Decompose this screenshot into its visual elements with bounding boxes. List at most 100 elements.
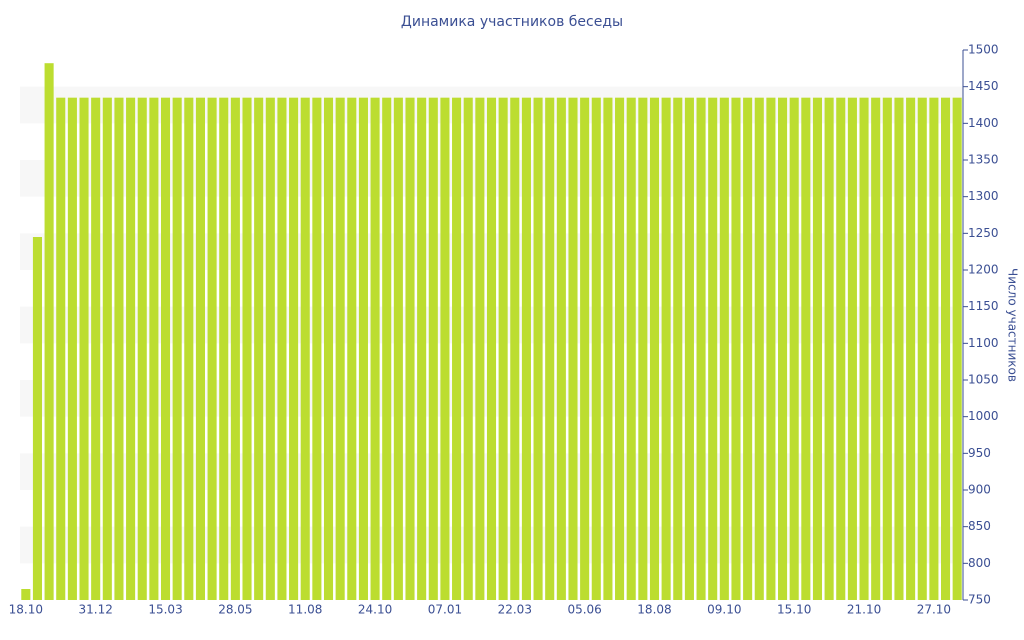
- y-tick-label: 1000: [968, 409, 999, 423]
- bar: [277, 97, 287, 601]
- bar: [673, 97, 683, 601]
- bar: [486, 97, 497, 601]
- bar: [102, 97, 112, 601]
- x-tick-label: 24.10: [358, 603, 392, 617]
- bar: [568, 97, 578, 601]
- y-tick-label: 900: [968, 483, 991, 497]
- bar: [242, 97, 252, 601]
- x-tick-label: 07.01: [428, 603, 462, 617]
- x-tick-label: 28.05: [218, 603, 252, 617]
- bar: [137, 97, 147, 601]
- bar: [533, 97, 543, 601]
- x-tick-label: 09.10: [707, 603, 741, 617]
- bar: [638, 97, 648, 601]
- x-tick-label: 15.10: [777, 603, 811, 617]
- bar: [812, 97, 823, 601]
- bar: [929, 97, 939, 601]
- y-tick-label: 800: [968, 556, 991, 570]
- bar: [847, 97, 857, 601]
- bar: [859, 97, 869, 601]
- bar: [824, 97, 834, 601]
- y-tick-label: 950: [968, 446, 991, 460]
- bar: [649, 97, 660, 601]
- bar: [417, 97, 427, 601]
- bar: [382, 97, 392, 601]
- bar: [172, 97, 182, 601]
- bar: [882, 97, 892, 601]
- bar: [184, 97, 194, 601]
- y-tick-label: 750: [968, 593, 991, 607]
- bar: [440, 97, 450, 601]
- y-tick-label: 1500: [968, 43, 999, 57]
- bar: [21, 589, 31, 600]
- bar: [149, 97, 159, 601]
- bar: [32, 237, 43, 600]
- x-tick-label: 21.10: [847, 603, 881, 617]
- bar: [731, 97, 741, 601]
- bar: [952, 97, 962, 601]
- bar: [452, 97, 462, 601]
- bar: [801, 97, 811, 601]
- bar: [778, 97, 788, 601]
- bar: [323, 97, 334, 601]
- bar: [160, 97, 171, 601]
- bar: [67, 97, 77, 601]
- bar: [335, 97, 345, 601]
- y-tick-label: 1400: [968, 116, 999, 130]
- bar: [475, 97, 485, 601]
- bar: [219, 97, 229, 601]
- bar: [766, 97, 776, 601]
- x-tick-label: 31.12: [78, 603, 112, 617]
- y-tick-label: 1300: [968, 189, 999, 203]
- bar: [719, 97, 729, 601]
- bar: [207, 97, 217, 601]
- bar: [661, 97, 671, 601]
- bar: [545, 97, 555, 601]
- x-tick-label: 05.06: [567, 603, 601, 617]
- x-tick-label: 11.08: [288, 603, 322, 617]
- bar: [615, 97, 625, 601]
- bar: [521, 97, 531, 601]
- bar: [370, 97, 380, 601]
- bar: [940, 97, 951, 601]
- bar: [754, 97, 764, 601]
- x-tick-label: 18.08: [637, 603, 671, 617]
- bar: [428, 97, 438, 601]
- x-tick-label: 22.03: [498, 603, 532, 617]
- y-tick-label: 1350: [968, 153, 999, 167]
- bar: [358, 97, 368, 601]
- x-tick-label: 27.10: [917, 603, 951, 617]
- bar: [626, 97, 636, 601]
- y-tick-label: 1100: [968, 336, 999, 350]
- bar: [195, 97, 205, 601]
- bar: [510, 97, 520, 601]
- bar: [591, 97, 601, 601]
- bar: [906, 97, 916, 601]
- bar: [126, 97, 136, 601]
- bar: [696, 97, 706, 601]
- chart-title: Динамика участников беседы: [401, 14, 623, 30]
- bar: [836, 97, 846, 601]
- y-tick-label: 1250: [968, 226, 999, 240]
- bar: [44, 63, 54, 600]
- bar: [265, 97, 275, 601]
- bar: [603, 97, 613, 601]
- bar: [789, 97, 799, 601]
- y-tick-label: 1150: [968, 299, 999, 313]
- bar: [254, 97, 264, 601]
- bar: [917, 97, 927, 601]
- x-tick-label: 18.10: [9, 603, 43, 617]
- bar: [312, 97, 322, 601]
- bar: [347, 97, 357, 601]
- bar: [79, 97, 89, 601]
- y-tick-label: 1050: [968, 373, 999, 387]
- y-tick-label: 1450: [968, 79, 999, 93]
- bar: [463, 97, 473, 601]
- bar: [556, 97, 566, 601]
- bar: [289, 97, 299, 601]
- bar: [871, 97, 881, 601]
- bar: [684, 97, 694, 601]
- bar: [91, 97, 101, 601]
